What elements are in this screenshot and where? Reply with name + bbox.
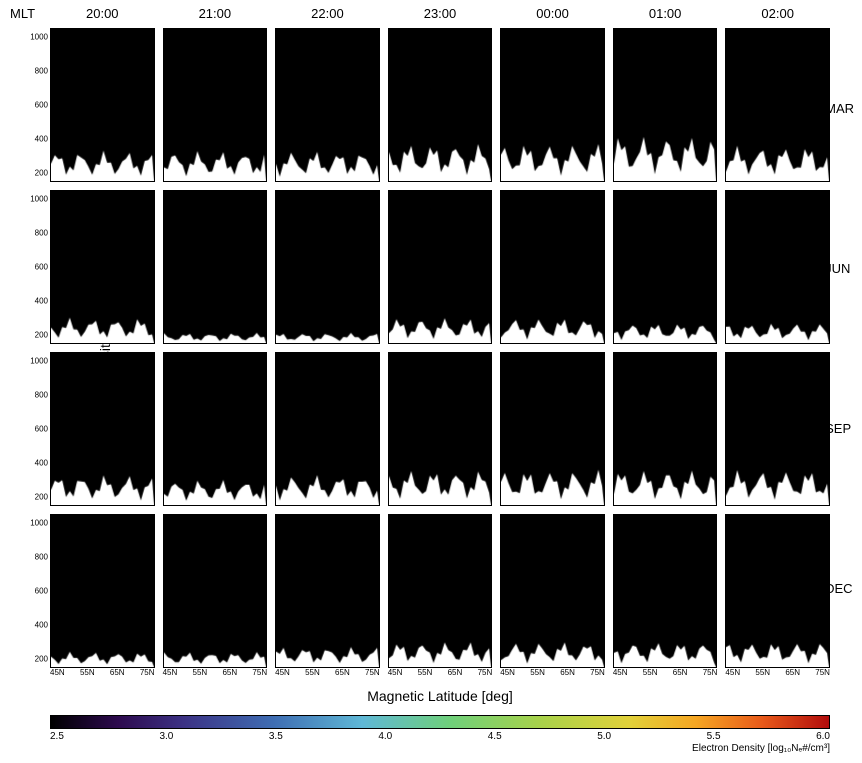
panel <box>50 514 155 668</box>
col-header: 22:00 <box>275 6 380 21</box>
panel <box>50 352 155 506</box>
col-header: 01:00 <box>613 6 718 21</box>
panel <box>613 514 718 668</box>
panel <box>725 352 830 506</box>
panel <box>163 514 268 668</box>
col-header: 20:00 <box>50 6 155 21</box>
mlt-label: MLT <box>10 6 35 21</box>
col-headers: 20:00 21:00 22:00 23:00 00:00 01:00 02:00 <box>50 6 830 21</box>
panel <box>50 190 155 344</box>
panel <box>163 28 268 182</box>
panel <box>613 352 718 506</box>
panel-grid <box>50 28 830 668</box>
panel <box>500 352 605 506</box>
panel <box>163 352 268 506</box>
panel <box>613 28 718 182</box>
panel <box>275 190 380 344</box>
col-header: 00:00 <box>500 6 605 21</box>
col-header: 23:00 <box>388 6 493 21</box>
panel <box>725 28 830 182</box>
panel <box>500 190 605 344</box>
colorbar-container: 2.53.03.54.04.55.05.56.0 Electron Densit… <box>50 715 830 742</box>
panel <box>500 28 605 182</box>
colorbar-label: Electron Density [log₁₀Nₑ#/cm³] <box>692 743 830 754</box>
panel <box>275 514 380 668</box>
panel <box>388 28 493 182</box>
panel <box>725 514 830 668</box>
panel <box>500 514 605 668</box>
panel <box>388 352 493 506</box>
figure: MLT 20:0021:0022:0023:0000:0001:0002:00 … <box>0 0 862 763</box>
panel <box>725 190 830 344</box>
panel <box>275 352 380 506</box>
panel <box>388 190 493 344</box>
col-header: 21:00 <box>163 6 268 21</box>
col-header: 02:00 <box>725 6 830 21</box>
panel <box>163 190 268 344</box>
panel <box>50 28 155 182</box>
colorbar-ticks: 2.53.03.54.04.55.05.56.0 <box>50 731 830 742</box>
y-ticks: 2004006008001000200400600800100020040060… <box>28 28 50 668</box>
x-axis-label: Magnetic Latitude [deg] <box>50 688 830 704</box>
panel <box>613 190 718 344</box>
panel <box>275 28 380 182</box>
colorbar <box>50 715 830 729</box>
panel <box>388 514 493 668</box>
x-ticks: 45N55N65N75N45N55N65N75N45N55N65N75N45N5… <box>50 668 830 677</box>
